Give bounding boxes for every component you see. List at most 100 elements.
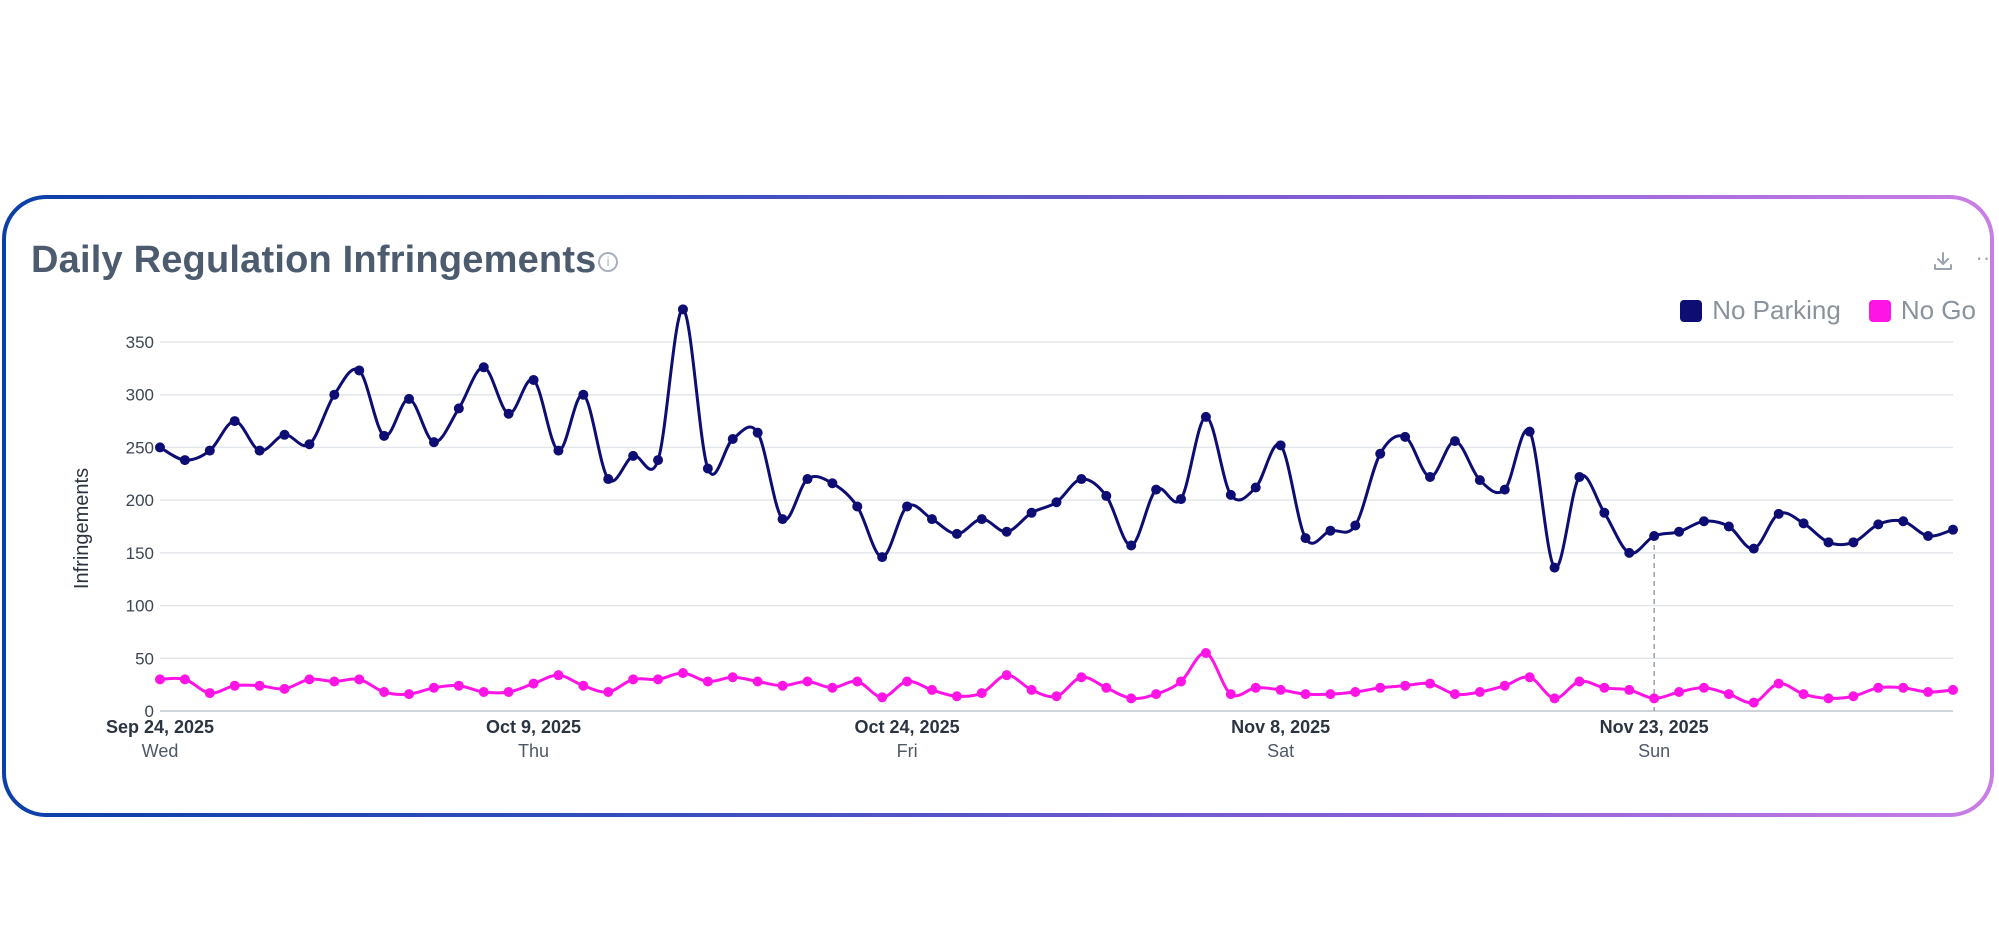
data-point-no-go (553, 670, 564, 681)
data-point-no-go (653, 674, 664, 685)
data-point-no-parking (1250, 482, 1261, 493)
series-layer (155, 304, 1958, 708)
x-tick-day: Fri (897, 741, 918, 761)
data-point-no-parking (603, 474, 614, 485)
data-point-no-go (902, 676, 913, 687)
data-point-no-parking (1375, 448, 1386, 459)
data-point-no-parking (478, 362, 489, 373)
x-tick-date: Nov 23, 2025 (1600, 717, 1709, 737)
y-axis-title: Infringements (71, 468, 93, 589)
y-tick-label: 300 (126, 386, 154, 405)
more-icon[interactable]: ··· (1976, 247, 1990, 271)
data-point-no-go (1425, 678, 1436, 689)
data-point-no-parking (1176, 494, 1187, 505)
x-tick-date: Oct 9, 2025 (486, 717, 581, 737)
data-point-no-parking (1599, 507, 1610, 518)
data-point-no-go (1898, 682, 1909, 693)
data-point-no-go (503, 687, 514, 698)
data-point-no-go (229, 680, 240, 691)
data-point-no-go (951, 691, 962, 702)
chart-card: Daily Regulation Infringements i ··· No … (6, 199, 1990, 813)
data-point-no-parking (1425, 471, 1436, 482)
data-point-no-parking (1848, 537, 1859, 548)
data-point-no-parking (1275, 440, 1286, 451)
data-point-no-parking (503, 408, 514, 419)
data-point-no-go (1748, 697, 1759, 708)
data-point-no-go (254, 680, 265, 691)
data-point-no-parking (204, 445, 215, 456)
download-icon[interactable] (1931, 249, 1955, 273)
data-point-no-go (578, 680, 589, 691)
data-point-no-go (1026, 684, 1037, 695)
data-point-no-parking (354, 365, 365, 376)
data-point-no-go (802, 676, 813, 687)
data-point-no-parking (1101, 490, 1112, 501)
data-point-no-parking (1126, 540, 1137, 551)
legend-item-no-parking[interactable]: No Parking (1680, 295, 1841, 326)
data-point-no-parking (777, 514, 788, 525)
data-point-no-parking (1474, 475, 1485, 486)
data-point-no-parking (1624, 547, 1635, 558)
data-point-no-parking (1549, 562, 1560, 573)
data-point-no-parking (1649, 530, 1660, 541)
data-point-no-go (1549, 693, 1560, 704)
legend-swatch-no-go (1868, 299, 1891, 322)
data-point-no-go (304, 674, 315, 685)
data-point-no-go (1449, 689, 1460, 700)
legend-label-no-go: No Go (1900, 295, 1976, 325)
data-point-no-go (1051, 691, 1062, 702)
info-icon[interactable]: i (598, 252, 618, 272)
data-point-no-parking (279, 429, 290, 440)
data-point-no-go (1400, 680, 1411, 691)
data-point-no-go (155, 674, 165, 685)
data-point-no-go (1773, 678, 1784, 689)
data-point-no-go (1923, 687, 1934, 698)
y-tick-label: 100 (126, 597, 154, 616)
data-point-no-go (1848, 691, 1859, 702)
data-point-no-go (1250, 682, 1261, 693)
data-point-no-go (1873, 682, 1884, 693)
data-point-no-parking (951, 528, 962, 539)
data-point-no-parking (1923, 530, 1934, 541)
data-point-no-parking (404, 393, 415, 404)
data-point-no-parking (1674, 526, 1685, 537)
data-point-no-go (1001, 670, 1012, 681)
chart-legend: No Parking No Go (1680, 295, 1976, 326)
grid-layer (160, 341, 1953, 712)
data-point-no-parking (1748, 543, 1759, 554)
legend-item-no-go[interactable]: No Go (1868, 295, 1976, 326)
data-point-no-go (1499, 680, 1510, 691)
data-point-no-go (329, 676, 340, 687)
data-point-no-parking (428, 437, 439, 448)
data-point-no-parking (677, 304, 688, 315)
data-point-no-parking (528, 374, 539, 385)
y-tick-label: 50 (135, 649, 154, 668)
data-point-no-parking (304, 439, 315, 450)
data-point-no-go (1474, 687, 1485, 698)
data-point-no-go (1325, 689, 1336, 700)
x-tick-day: Thu (518, 741, 549, 761)
data-point-no-parking (1200, 411, 1211, 422)
data-point-no-go (204, 688, 215, 699)
data-point-no-go (1225, 689, 1236, 700)
data-point-no-parking (1773, 508, 1784, 519)
data-point-no-parking (1051, 497, 1062, 508)
data-point-no-parking (1898, 516, 1909, 527)
data-point-no-go (777, 680, 788, 691)
data-point-no-parking (1823, 537, 1834, 548)
line-chart: 0 50 100 150 200 250 300 350 Infringements Sep 24… (71, 304, 1958, 761)
data-point-no-go (1076, 672, 1087, 683)
y-tick-label: 200 (126, 491, 154, 510)
data-point-no-parking (802, 474, 813, 485)
data-point-no-go (453, 680, 464, 691)
data-point-no-go (179, 674, 190, 685)
data-point-no-parking (1499, 484, 1510, 495)
data-point-no-parking (155, 442, 165, 453)
data-point-no-parking (1300, 533, 1311, 544)
data-point-no-parking (1400, 431, 1411, 442)
data-point-no-go (1948, 684, 1958, 695)
data-point-no-go (1275, 684, 1286, 695)
data-point-no-go (1375, 682, 1386, 693)
y-tick-label: 350 (126, 333, 154, 352)
series-points-no-go (155, 648, 1958, 708)
